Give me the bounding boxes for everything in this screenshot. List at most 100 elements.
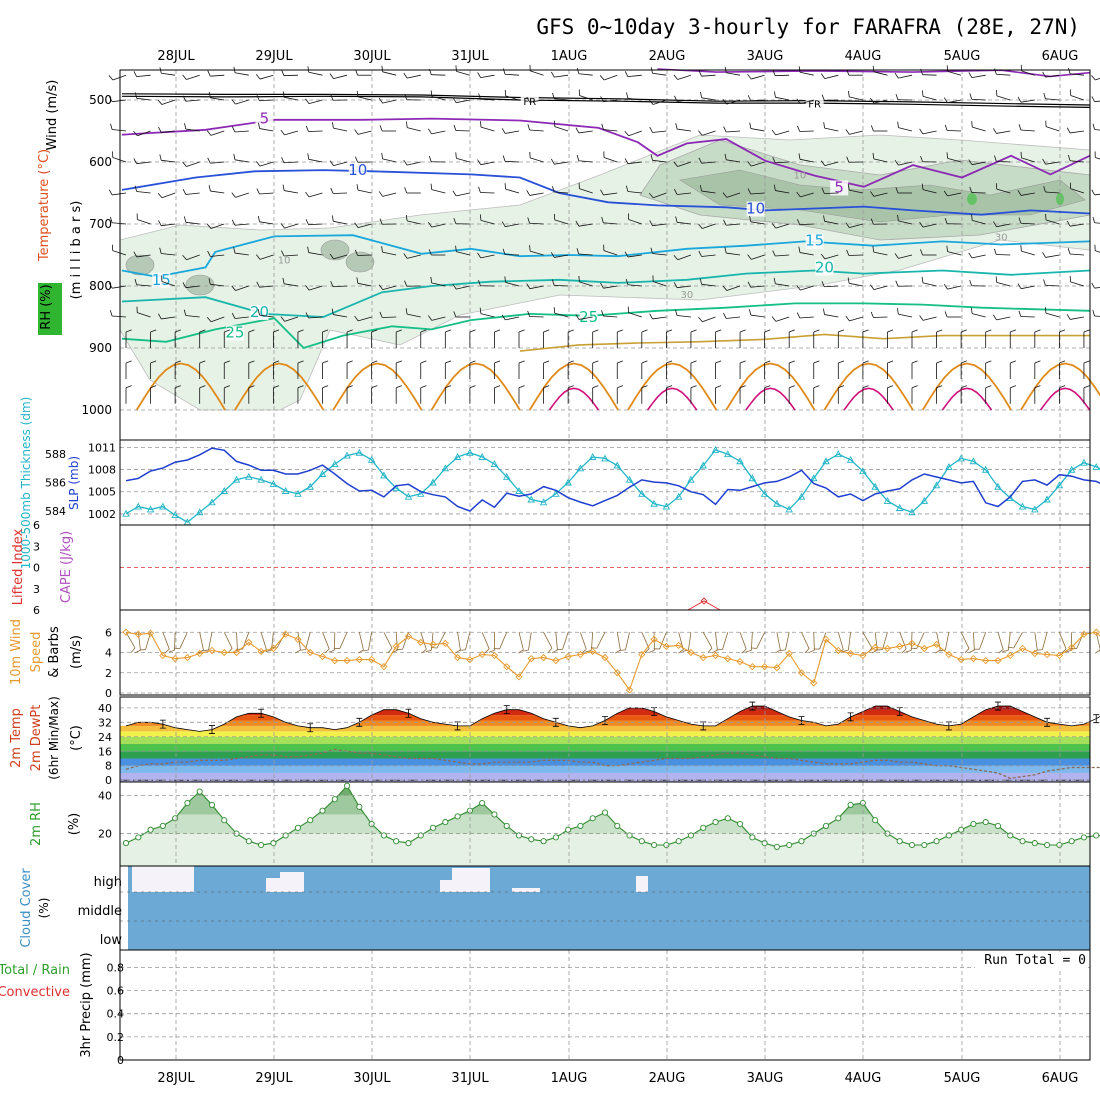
wind-barb [796, 191, 814, 198]
wind-barb [1059, 632, 1067, 654]
barb-staff [873, 158, 888, 163]
barb-feather [715, 385, 722, 389]
bottom-date-label: 6AUG [1042, 1071, 1079, 1086]
wind-barb [404, 280, 421, 287]
wind-barb [739, 329, 746, 348]
barb-staff [112, 74, 127, 81]
wind-barb [813, 385, 820, 404]
wind-barb [354, 249, 372, 256]
wind-barb [724, 66, 741, 76]
barb-feather [430, 90, 433, 97]
top-date-label: 28JUL [157, 49, 195, 64]
wind-barb [624, 71, 642, 78]
wind-barb [590, 632, 606, 649]
wind-barb [796, 312, 814, 319]
thickness-tick-label: 588 [45, 448, 66, 461]
wind-barb [354, 315, 372, 322]
wind-speed-marker [675, 641, 683, 650]
wind-barb [488, 632, 495, 653]
wind-barb [599, 74, 618, 81]
isotherm-label-bg [805, 95, 824, 111]
rh-marker [196, 788, 203, 795]
wind-barb [1094, 244, 1100, 253]
barb-feather [895, 280, 899, 287]
temp-band [120, 725, 1090, 732]
barb-feather [305, 285, 310, 291]
barb-staff [284, 96, 299, 101]
thickness-marker [318, 470, 327, 477]
barb-feather [1091, 189, 1095, 196]
barb-staff [1045, 98, 1060, 101]
wind-barb [529, 245, 544, 256]
rh-marker [331, 796, 338, 803]
thickness-marker [220, 487, 229, 494]
rh-marker [344, 782, 351, 789]
barb-feather [420, 385, 427, 389]
temp-band [120, 758, 1090, 766]
barb-staff [1042, 632, 1048, 650]
barb-feather [526, 96, 531, 103]
cloud-layer-label: low [100, 933, 123, 948]
temp-minmax-bar [503, 705, 510, 715]
barb-feather [478, 93, 481, 100]
wind-barb [985, 329, 992, 348]
rh-marker [221, 817, 228, 824]
rh-marker [270, 840, 277, 847]
barb-staff [603, 285, 618, 289]
wind-speed-marker [834, 646, 842, 655]
barb-staff [333, 161, 348, 167]
barb-feather [1091, 75, 1096, 81]
wind-barb [715, 385, 722, 404]
barb-feather [624, 158, 629, 164]
wind-barb [378, 191, 397, 197]
wind-barb [960, 385, 967, 404]
rh-marker [1068, 838, 1075, 845]
barb-staff [554, 161, 569, 165]
barb-staff [652, 130, 667, 133]
wind-barb [960, 329, 967, 348]
barb-staff [677, 161, 692, 167]
barb-staff [800, 285, 814, 291]
thickness-marker [724, 450, 732, 458]
wind-speed-marker [982, 656, 990, 665]
barb-staff [529, 285, 544, 290]
barb-feather [920, 249, 923, 256]
barb-feather [231, 126, 236, 133]
barb-staff [234, 159, 249, 163]
barb-feather [724, 247, 727, 254]
barb-feather [199, 360, 206, 364]
isotherm-20 [121, 269, 1090, 318]
barb-staff [431, 282, 446, 287]
wind-barb [305, 285, 323, 291]
wind-speed-marker [1080, 630, 1088, 638]
barb-feather [108, 75, 114, 81]
wind-barb [477, 72, 495, 79]
thickness-marker [895, 504, 904, 511]
barb-feather [110, 216, 113, 223]
barb-staff [1094, 129, 1100, 131]
barb-staff [529, 129, 544, 132]
barb-staff [456, 192, 470, 197]
wind-barb [995, 183, 1011, 194]
barb-feather [356, 277, 359, 284]
barb-feather [428, 249, 432, 256]
barb-staff [702, 223, 716, 229]
barb-staff [382, 285, 397, 291]
wind-tick-label: 4 [105, 647, 112, 660]
barb-feather [599, 75, 605, 81]
barb-feather [1066, 127, 1071, 134]
barb-feather [379, 125, 383, 132]
barb-staff [849, 282, 863, 287]
thickness-frame [119, 439, 1091, 526]
barb-feather [248, 329, 255, 333]
wind-barb [108, 74, 127, 81]
wind-barb [1043, 186, 1060, 194]
barb-feather [648, 99, 654, 105]
barb-staff [726, 223, 741, 226]
barb-staff [726, 130, 741, 133]
barb-staff [625, 632, 630, 650]
barb-feather [985, 329, 992, 333]
wind-speed-marker [724, 654, 732, 663]
barb-feather [406, 121, 408, 128]
